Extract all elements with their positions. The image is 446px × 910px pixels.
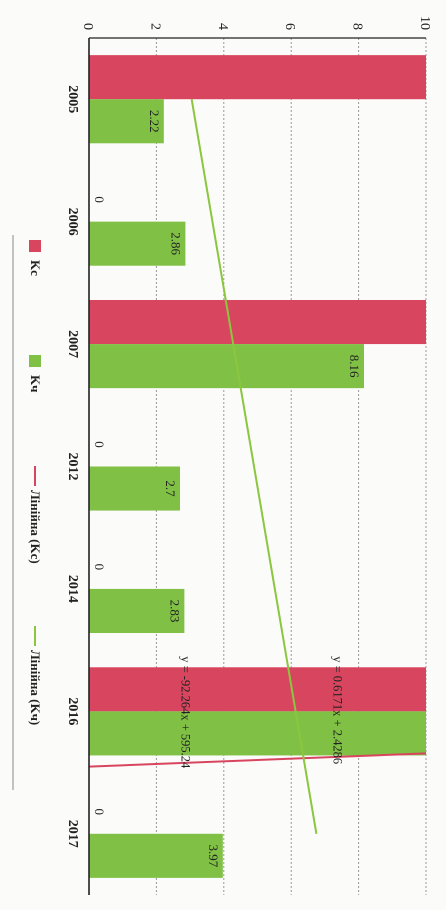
category-label: 2014: [65, 575, 80, 603]
legend-label: Лінійна (Kc): [28, 490, 43, 564]
legend: Kc Kч Лінійна (Kc) Лінійна (Kч): [12, 235, 43, 790]
data-label: 2.83: [167, 600, 182, 623]
category-label: 2016: [65, 697, 80, 725]
trendlines: y = -92.264x + 595.24 y = 0.6171x + 2.428…: [88, 99, 427, 834]
legend-label: Лінійна (Kч): [28, 650, 43, 725]
bar-Kc-2007: [89, 299, 426, 345]
bar-Kч-2017: [89, 833, 223, 878]
trendline-equation-kc: y = -92.264x + 595.24: [179, 656, 193, 769]
data-label: 2.86: [168, 232, 183, 255]
data-label: 0: [92, 196, 107, 203]
data-label: 2.22: [147, 110, 162, 133]
legend-swatch: [29, 355, 41, 367]
trendline-equation-kch: y = 0.6171x + 2.4286: [330, 656, 344, 764]
bar-Kч-2006: [88, 221, 186, 266]
legend-swatch: [29, 240, 41, 252]
data-label: 0: [92, 564, 107, 571]
data-label: 0: [92, 441, 107, 448]
value-tick-label: 2: [147, 23, 162, 30]
data-label: 3.97: [206, 844, 221, 867]
value-tick-label: 8: [350, 23, 365, 30]
trendline-1: [190, 99, 318, 834]
category-label: 2007: [65, 330, 80, 358]
axes: 0 2 4 6 8 10 2005 2006 2007 2012 2014 2016 2017: [65, 16, 432, 895]
bar-Kч-2016: [89, 711, 426, 756]
chart-rotated-group: y = -92.264x + 595.24 y = 0.6171x + 2.428…: [12, 16, 432, 895]
data-labels: 0 0 0 0 2.22 2.86 8.16 2.7 2.83 3.97: [92, 110, 362, 868]
bar-Kч-2005: [88, 99, 164, 144]
value-tick-label: 6: [282, 23, 297, 30]
value-tick-label: 4: [215, 23, 230, 30]
gridlines: [155, 38, 427, 895]
category-label: 2005: [65, 85, 80, 113]
bar-Kч-2012: [88, 466, 180, 511]
category-label: 2017: [65, 820, 80, 848]
bars: [88, 55, 426, 878]
data-label: 0: [92, 808, 107, 815]
bar-Kc-2005: [89, 55, 426, 100]
value-tick-label: 0: [80, 23, 95, 30]
data-label: 2.7: [163, 480, 178, 497]
legend-label: Kc: [28, 260, 43, 276]
data-label: 8.16: [347, 355, 362, 378]
category-label: 2012: [65, 453, 80, 481]
category-label: 2006: [65, 208, 80, 236]
legend-label: Kч: [28, 375, 43, 392]
value-tick-label: 10: [417, 16, 432, 30]
trendline-0: [88, 752, 427, 768]
bar-Kc-2016: [89, 667, 426, 712]
bar-Kч-2014: [89, 588, 185, 634]
bar-Kч-2007: [88, 344, 364, 389]
